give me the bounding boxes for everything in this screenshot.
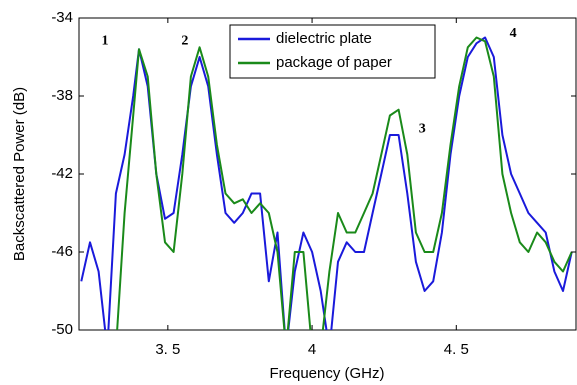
y-axis-label: Backscattered Power (dB) — [11, 87, 28, 261]
x-tick-label: 3. 5 — [155, 341, 180, 358]
annotation: 1 — [101, 34, 108, 49]
annotation: 4 — [510, 26, 517, 41]
plot-lines — [80, 36, 573, 330]
x-tick-label: 4 — [308, 341, 316, 358]
annotation: 3 — [419, 121, 426, 136]
series-line — [80, 36, 573, 330]
x-axis-label: Frequency (GHz) — [269, 365, 384, 382]
y-tick-label: -38 — [51, 87, 73, 104]
y-tick-label: -50 — [51, 321, 73, 338]
legend-label: package of paper — [276, 54, 392, 71]
legend-box — [229, 24, 436, 79]
y-tick-label: -34 — [51, 9, 73, 26]
y-tick-label: -42 — [51, 165, 73, 182]
series-line — [116, 36, 573, 330]
annotation: 2 — [181, 34, 188, 49]
legend-label: dielectric plate — [276, 30, 372, 47]
y-tick-label: -46 — [51, 243, 73, 260]
x-tick-label: 4. 5 — [444, 341, 469, 358]
